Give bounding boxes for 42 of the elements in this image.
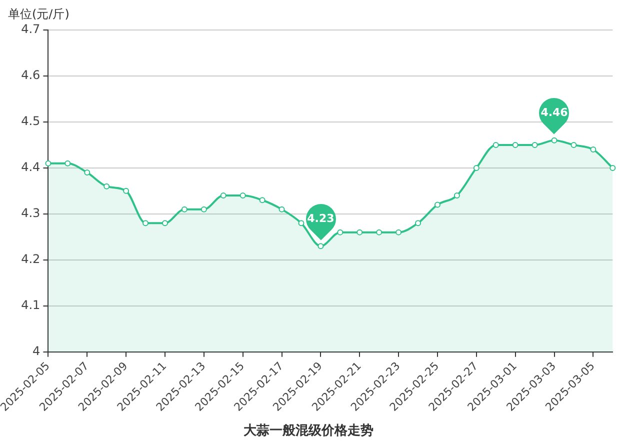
point [318,243,324,250]
y-tick-label: 4 [32,344,40,358]
annotation: 4.46 [540,106,569,120]
point [356,229,363,236]
point [181,206,188,212]
point [220,192,226,199]
point [473,164,480,171]
point [104,183,110,190]
point [45,160,52,166]
y-axis-title: 单位(元/斤) [8,7,70,22]
point [512,142,518,148]
point [64,160,71,166]
y-tick-label: 4.3 [21,206,40,220]
point [278,206,285,212]
point [200,206,207,212]
point [240,192,246,199]
point [162,220,168,226]
point [84,170,90,176]
point [376,229,382,236]
point [415,220,422,226]
point [570,142,577,148]
y-tick-label: 4.2 [21,252,40,266]
point [551,137,558,144]
point [396,229,402,236]
annotation: 4.23 [306,212,336,226]
point [337,229,344,236]
point [454,192,460,199]
point [590,146,596,153]
y-tick-label: 4.7 [21,22,40,36]
text: 大蒜一般混级价格走势 [244,422,374,439]
y-tick-label: 4.4 [21,160,40,174]
point [123,188,130,194]
point [434,202,440,208]
point [259,197,266,204]
point [298,220,304,226]
point [532,142,538,148]
y-tick-label: 4.6 [21,68,40,82]
point [610,164,616,171]
point [142,220,149,226]
point [492,142,499,148]
y-tick-label: 4.5 [21,114,40,128]
y-tick-label: 4.1 [21,298,40,312]
